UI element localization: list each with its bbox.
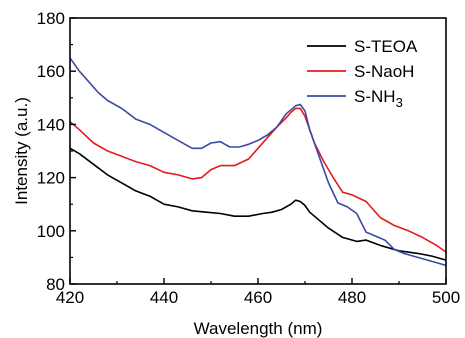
y-tick-label: 80 bbox=[46, 275, 65, 294]
legend: S-TEOA S-NaoH S-NH3 bbox=[307, 37, 418, 110]
legend-label-1: S-NaoH bbox=[354, 62, 414, 81]
legend-label-0: S-TEOA bbox=[354, 37, 418, 56]
x-tick-label: 460 bbox=[244, 288, 272, 307]
y-tick-label: 120 bbox=[37, 169, 65, 188]
tick-labels: 420 440 460 480 500 80 100 120 140 160 180 bbox=[37, 9, 461, 307]
series-line-2 bbox=[69, 57, 447, 267]
x-tick-label: 480 bbox=[338, 288, 366, 307]
x-axis-title: Wavelength (nm) bbox=[194, 319, 323, 338]
y-tick-label: 140 bbox=[37, 115, 65, 134]
x-tick-label: 500 bbox=[432, 288, 460, 307]
legend-label-2: S-NH3 bbox=[354, 87, 403, 110]
y-tick-label: 160 bbox=[37, 62, 65, 81]
y-tick-label: 180 bbox=[37, 9, 65, 28]
axes bbox=[69, 17, 447, 285]
y-axis-title: Intensity (a.u.) bbox=[12, 97, 31, 205]
series-line-0 bbox=[69, 147, 447, 261]
x-tick-label: 420 bbox=[56, 288, 84, 307]
x-tick-label: 440 bbox=[150, 288, 178, 307]
y-tick-label: 100 bbox=[37, 222, 65, 241]
series-line-1 bbox=[69, 107, 447, 253]
plot-area bbox=[69, 57, 447, 267]
